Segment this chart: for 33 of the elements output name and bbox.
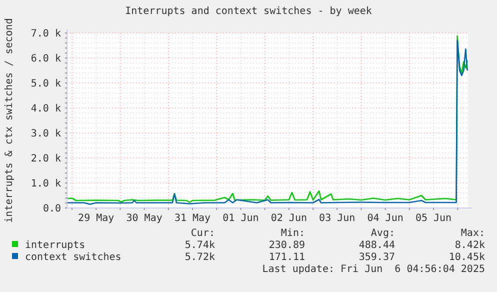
text: Max: bbox=[460, 228, 485, 239]
text: Min: bbox=[280, 228, 305, 239]
x-tick-label: 29 May bbox=[78, 213, 114, 224]
legend-label: context switches bbox=[25, 252, 122, 263]
y-tick-label: 3.0 k bbox=[30, 128, 61, 140]
y-tick-label: 4.0 k bbox=[30, 104, 61, 114]
y-tick-label: 1.0 k bbox=[30, 178, 61, 190]
text: 488.44 bbox=[358, 240, 395, 251]
x-tick-label: 02 Jun bbox=[270, 213, 307, 224]
text: 230.89 bbox=[268, 240, 305, 251]
x-tick-label: 31 May bbox=[174, 213, 211, 224]
text: 359.37 bbox=[358, 252, 395, 263]
y-tick-label: 5.0 k bbox=[30, 78, 61, 90]
y-tick-label: 0.0 bbox=[42, 204, 61, 214]
text: Avg: bbox=[370, 228, 395, 239]
x-tick-label: 04 Jun bbox=[367, 213, 404, 224]
text: Last update: Fri Jun 6 04:56:04 2025 bbox=[262, 264, 485, 275]
y-tick-label: 2.0 k bbox=[30, 154, 61, 164]
x-tick-label: 30 May bbox=[126, 213, 162, 224]
text: 5.74k bbox=[184, 240, 215, 251]
text: 171.11 bbox=[268, 252, 305, 263]
x-tick-label: 05 Jun bbox=[415, 213, 452, 224]
x-tick-label: 03 Jun bbox=[319, 213, 356, 224]
x-tick-label: 01 Jun bbox=[222, 213, 259, 224]
text: 5.72k bbox=[184, 252, 215, 263]
chart-title: Interrupts and context switches - by week bbox=[125, 6, 372, 17]
y-tick-label: 7.0 k bbox=[30, 28, 61, 40]
legend-label: interrupts bbox=[25, 240, 86, 251]
text: 10.45k bbox=[448, 252, 485, 263]
text: Cur: bbox=[190, 228, 215, 239]
y-tick-label: 6.0 k bbox=[30, 54, 61, 64]
y-axis-title: interrupts & ctx switches / second bbox=[4, 18, 15, 223]
text: 8.42k bbox=[454, 240, 485, 251]
